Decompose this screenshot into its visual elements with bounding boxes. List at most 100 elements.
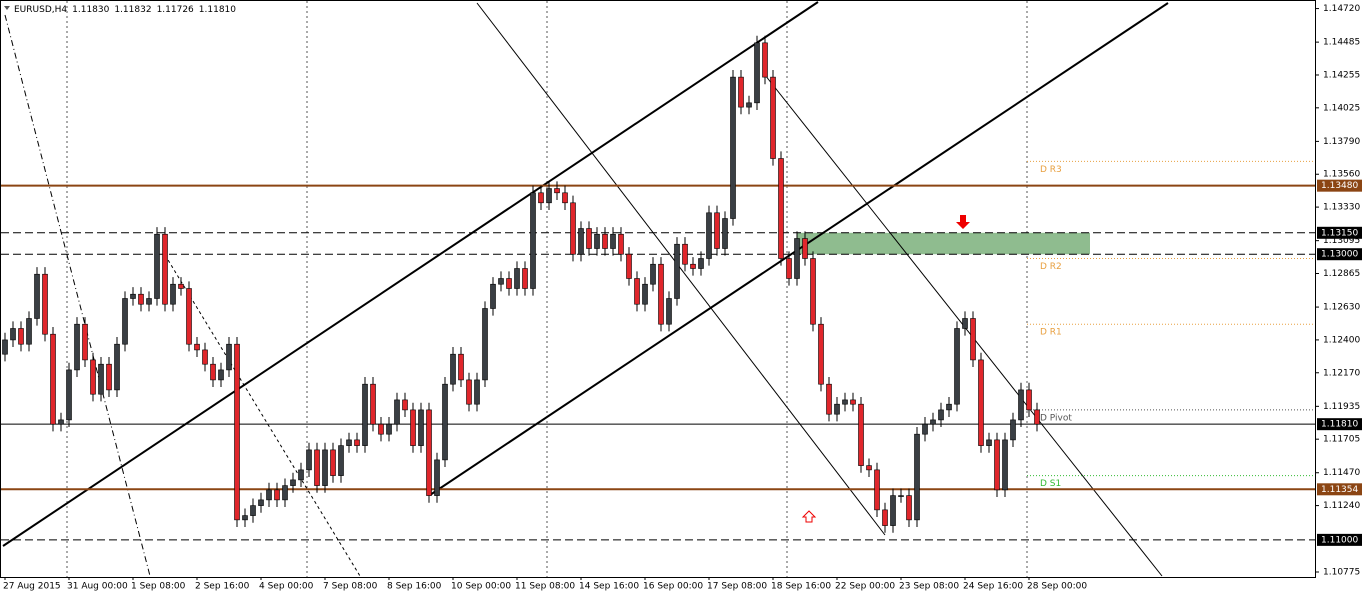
pivot-label: D Pivot: [1040, 413, 1072, 423]
y-tick-label: 1.12630: [1323, 303, 1360, 313]
candle-body: [242, 515, 248, 521]
candle-body: [562, 192, 568, 204]
y-tick-label: 1.11470: [1323, 468, 1360, 478]
candle-body: [210, 363, 216, 381]
candle-body: [130, 293, 136, 299]
candle-body: [810, 258, 816, 325]
candle-body: [34, 273, 40, 319]
candle-body: [290, 479, 296, 486]
candle-body: [426, 409, 432, 496]
price-tag-label: 1.11000: [1321, 535, 1358, 545]
candle-body: [962, 318, 968, 329]
y-tick-label: 1.11935: [1323, 402, 1360, 412]
x-tick-label: 4 Sep 00:00: [259, 582, 314, 592]
candle-body: [314, 449, 320, 486]
y-tick-label: 1.13560: [1323, 170, 1360, 180]
candle-body: [1026, 389, 1032, 411]
x-tick-label: 17 Sep 08:00: [707, 582, 767, 592]
candle-body: [282, 485, 288, 501]
candle-body: [162, 233, 168, 305]
candle-body: [10, 328, 16, 341]
candle-body: [458, 353, 464, 381]
period-separators: [66, 1, 1028, 577]
candle-body: [1018, 389, 1024, 421]
candle-body: [370, 383, 376, 425]
x-tick-label: 16 Sep 00:00: [643, 582, 703, 592]
candle-body: [522, 268, 528, 289]
candle-body: [410, 409, 416, 446]
candle-body: [146, 298, 152, 305]
x-tick-label: 14 Sep 16:00: [579, 582, 639, 592]
candle-body: [18, 328, 24, 345]
y-tick-label: 1.11240: [1323, 501, 1360, 511]
candle-body: [850, 399, 856, 405]
candle-body: [570, 202, 576, 255]
candle-body: [690, 263, 696, 269]
candle-body: [298, 469, 304, 481]
candle-body: [770, 76, 776, 159]
pivot-label: D R2: [1040, 262, 1062, 272]
candle-body: [778, 158, 784, 259]
candle-body: [338, 445, 344, 476]
candle-body: [626, 253, 632, 279]
menu-triangle: [4, 6, 10, 10]
candle-body: [482, 308, 488, 381]
candle-body: [994, 439, 1000, 491]
candle-body: [698, 258, 704, 269]
y-tick-label: 1.14720: [1323, 4, 1360, 14]
candle-body: [514, 268, 520, 289]
candle-body: [306, 449, 312, 471]
candle-body: [650, 263, 656, 285]
candle-body: [106, 363, 112, 391]
plot-frame: [0, 0, 1316, 578]
candle-body: [706, 212, 712, 259]
candle-body: [794, 238, 800, 279]
header-value: 1.11830: [72, 5, 109, 15]
candle-body: [906, 495, 912, 521]
candle-body: [98, 363, 104, 395]
x-tick-label: 11 Sep 08:00: [515, 582, 575, 592]
candle-body: [666, 298, 672, 325]
x-tick-label: 10 Sep 00:00: [451, 582, 511, 592]
candle-body: [954, 328, 960, 405]
candle-body: [594, 233, 600, 249]
price-tag-label: 1.13000: [1321, 250, 1358, 260]
candle-body: [642, 283, 648, 305]
candle-body: [122, 298, 128, 345]
candle-body: [946, 403, 952, 411]
y-tick-label: 1.14255: [1323, 70, 1360, 80]
candle-body: [186, 288, 192, 345]
header-value: 1.11726: [157, 5, 194, 15]
candle-body: [634, 278, 640, 305]
y-tick-label: 1.13790: [1323, 137, 1360, 147]
candle-body: [866, 465, 872, 471]
candle-body: [90, 359, 96, 395]
candle-body: [442, 383, 448, 461]
candle-body: [194, 343, 200, 351]
candle-body: [722, 218, 728, 249]
resistance-zone: [797, 232, 1090, 255]
candle-body: [546, 188, 552, 204]
candle-body: [234, 343, 240, 521]
buy-arrow: [801, 510, 817, 523]
x-tick-label: 31 Aug 00:00: [67, 582, 128, 592]
candle-body: [266, 489, 272, 501]
candle-body: [2, 339, 8, 355]
candle-body: [114, 343, 120, 391]
candle-body: [466, 379, 472, 405]
candle-body: [986, 439, 992, 446]
candle-body: [754, 42, 760, 104]
candle-body: [202, 349, 208, 365]
y-tick-label: 1.13330: [1323, 203, 1360, 213]
price-tag: [1317, 533, 1362, 546]
candle-body: [354, 439, 360, 446]
candle-body: [378, 423, 384, 435]
price-tag-label: 1.13150: [1321, 228, 1358, 238]
candle-body: [274, 489, 280, 501]
candle-body: [322, 449, 328, 486]
y-tick-label: 1.13095: [1323, 236, 1360, 246]
header-value: 1.11832: [114, 5, 151, 15]
price-tag: [1317, 179, 1362, 192]
candle-body: [1002, 439, 1008, 491]
x-tick-label: 18 Sep 16:00: [771, 582, 831, 592]
